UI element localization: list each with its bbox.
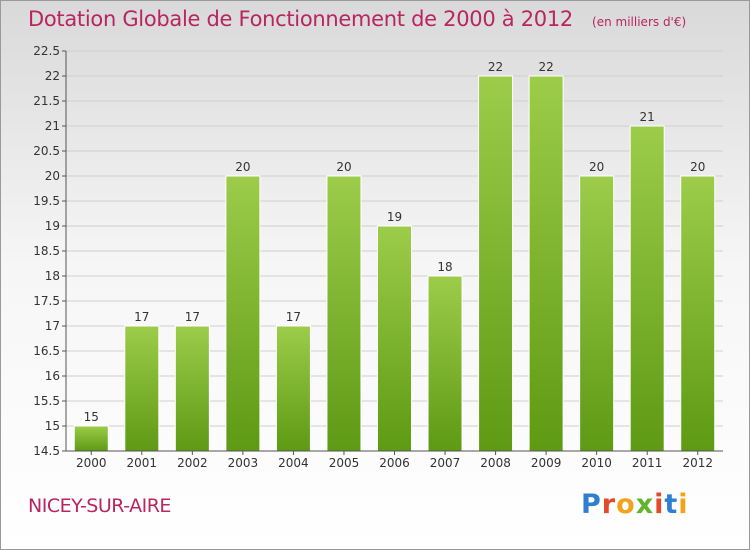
bar-2008	[478, 75, 514, 452]
bar-2001	[124, 325, 160, 452]
data-label: 20	[336, 160, 351, 174]
x-tick-label: 2005	[329, 456, 360, 470]
x-tick-label: 2004	[278, 456, 309, 470]
x-tick-label: 2003	[228, 456, 259, 470]
bar-2003	[225, 175, 261, 452]
chart-subtitle: (en milliers d'€)	[592, 15, 687, 29]
proxiti-logo: Proxiti	[581, 489, 689, 520]
logo-letter: x	[635, 489, 655, 520]
x-tick-label: 2006	[379, 456, 410, 470]
y-tick-label: 17.5	[33, 294, 60, 308]
y-tick-label: 16.5	[33, 344, 60, 358]
data-label: 22	[488, 60, 503, 74]
x-tick-label: 2009	[531, 456, 562, 470]
bar-2012	[680, 175, 716, 452]
labels: 14.5 15 15.5 16 16.5 17 17.5 18 18.5 19 19.5 20 20.5…	[33, 44, 713, 470]
y-tick-label: 20	[45, 169, 60, 183]
y-tick-label: 15.5	[33, 394, 60, 408]
logo-letter: i	[678, 489, 689, 520]
data-label: 21	[640, 110, 655, 124]
y-tick-label: 16	[45, 369, 60, 383]
data-label: 17	[286, 310, 301, 324]
bar-2002	[174, 325, 210, 452]
axes	[62, 50, 723, 455]
bar-2010	[579, 175, 615, 452]
data-label: 17	[185, 310, 200, 324]
data-label: 20	[235, 160, 250, 174]
x-tick-label: 2007	[430, 456, 461, 470]
bar-2000	[73, 425, 109, 452]
title-row: Dotation Globale de Fonctionnement de 20…	[28, 7, 686, 31]
data-label: 17	[134, 310, 149, 324]
logo-letter: i	[654, 489, 665, 520]
bars	[73, 75, 716, 452]
y-tick-label: 21.5	[33, 94, 60, 108]
y-tick-label: 22.5	[33, 44, 60, 58]
y-tick-label: 18	[45, 269, 60, 283]
x-tick-label: 2012	[682, 456, 713, 470]
y-tick-label: 14.5	[33, 444, 60, 458]
y-tick-label: 17	[45, 319, 60, 333]
logo-letter: o	[616, 489, 636, 520]
bar-2009	[528, 75, 564, 452]
bar-2006	[377, 225, 412, 452]
y-tick-label: 15	[45, 419, 60, 433]
bar-2004	[275, 325, 311, 452]
data-label: 20	[589, 160, 604, 174]
bar-2005	[326, 175, 362, 452]
x-tick-label: 2002	[177, 456, 208, 470]
x-tick-label: 2011	[632, 456, 663, 470]
y-tick-label: 18.5	[33, 244, 60, 258]
data-label: 15	[84, 410, 99, 424]
data-label: 18	[437, 260, 452, 274]
data-label: 22	[538, 60, 553, 74]
logo-letter: r	[601, 489, 617, 520]
data-label: 20	[690, 160, 705, 174]
logo-letter: P	[581, 489, 602, 520]
data-label: 19	[387, 210, 402, 224]
bar-2007	[427, 275, 463, 452]
y-tick-label: 19.5	[33, 194, 60, 208]
commune-name: NICEY-SUR-AIRE	[28, 495, 171, 517]
y-tick-label: 21	[45, 119, 60, 133]
y-tick-label: 22	[45, 69, 60, 83]
x-tick-label: 2000	[76, 456, 107, 470]
x-tick-label: 2001	[127, 456, 158, 470]
y-tick-label: 19	[45, 219, 60, 233]
chart-title: Dotation Globale de Fonctionnement de 20…	[28, 7, 573, 31]
y-tick-label: 20.5	[33, 144, 60, 158]
x-tick-label: 2008	[480, 456, 511, 470]
logo-letter: t	[664, 489, 679, 520]
bar-2011	[629, 125, 665, 452]
x-tick-label: 2010	[581, 456, 612, 470]
